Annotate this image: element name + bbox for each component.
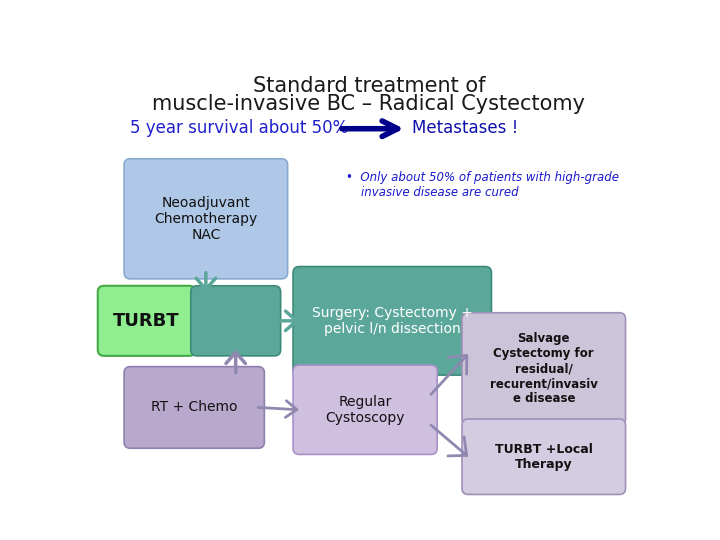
Text: Standard treatment of: Standard treatment of <box>253 76 485 96</box>
Text: TURBT +Local
Therapy: TURBT +Local Therapy <box>495 443 593 471</box>
Text: •  Only about 50% of patients with high-grade
    invasive disease are cured: • Only about 50% of patients with high-g… <box>346 171 618 199</box>
FancyBboxPatch shape <box>124 159 287 279</box>
Text: Neoadjuvant
Chemotherapy
NAC: Neoadjuvant Chemotherapy NAC <box>154 195 258 242</box>
FancyBboxPatch shape <box>191 286 281 356</box>
Text: RT + Chemo: RT + Chemo <box>151 401 238 415</box>
FancyBboxPatch shape <box>293 267 492 375</box>
Text: TURBT: TURBT <box>113 312 180 330</box>
Text: Regular
Cystoscopy: Regular Cystoscopy <box>325 395 405 425</box>
Text: Metastases !: Metastases ! <box>412 119 518 137</box>
FancyBboxPatch shape <box>293 365 437 455</box>
FancyBboxPatch shape <box>462 313 626 425</box>
FancyBboxPatch shape <box>124 367 264 448</box>
Text: Salvage
Cystectomy for
residual/
recurent/invasiv
e disease: Salvage Cystectomy for residual/ recuren… <box>490 333 598 406</box>
Text: muscle-invasive BC – Radical Cystectomy: muscle-invasive BC – Radical Cystectomy <box>153 94 585 114</box>
FancyBboxPatch shape <box>462 419 626 495</box>
Text: 5 year survival about 50%: 5 year survival about 50% <box>130 119 348 137</box>
Text: Surgery: Cystectomy +
pelvic l/n dissection: Surgery: Cystectomy + pelvic l/n dissect… <box>312 306 473 336</box>
FancyBboxPatch shape <box>98 286 195 356</box>
